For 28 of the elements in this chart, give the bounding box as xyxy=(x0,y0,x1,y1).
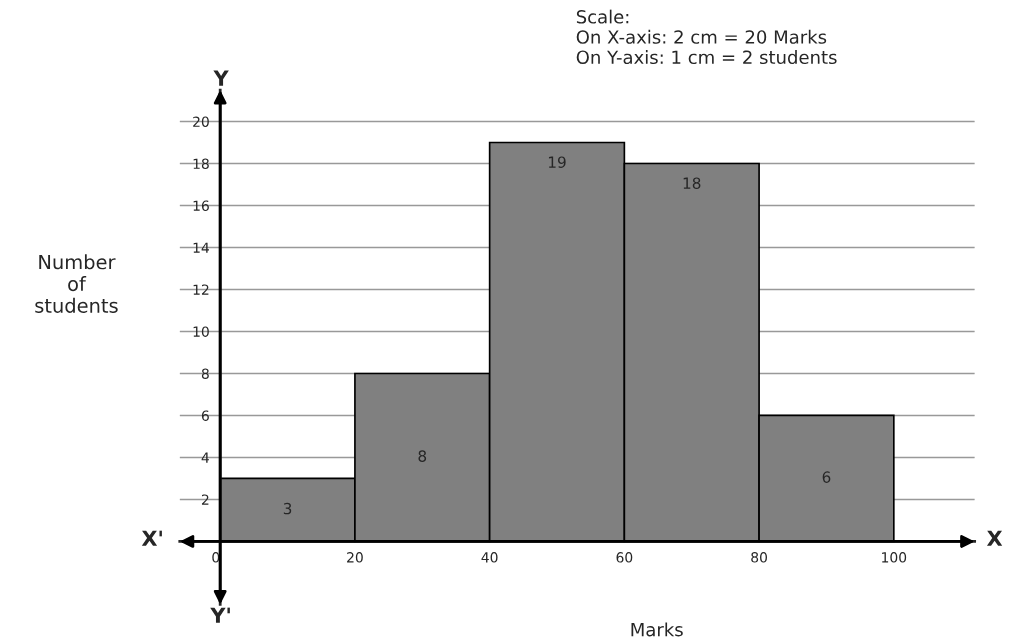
text: Scale: On X-axis: 2 cm = 20 Marks On Y-axis: 1 cm = 2 students xyxy=(576,9,837,65)
y-tick-label: 6 xyxy=(201,410,209,421)
y-tick-label: 2 xyxy=(201,494,209,505)
x-axis-title: Marks xyxy=(631,622,683,637)
y-tick-label: 18 xyxy=(193,158,209,169)
y-tick-label: 14 xyxy=(193,242,209,253)
x-tick-label: 0 xyxy=(212,552,220,563)
data-label: 18 xyxy=(683,177,701,189)
text: Y xyxy=(213,70,229,86)
y-axis-title: Number of students xyxy=(35,254,118,313)
y-tick-label: 20 xyxy=(193,116,209,127)
x-tick-label: 60 xyxy=(616,552,633,563)
y-tick-label: 8 xyxy=(201,368,209,379)
x-tick-label: 80 xyxy=(751,552,768,563)
text: X xyxy=(986,530,1003,546)
y-tick-label: 4 xyxy=(201,452,209,463)
x-tick-label: 100 xyxy=(882,552,907,563)
text: Y' xyxy=(210,607,230,623)
data-label: 8 xyxy=(418,450,427,462)
data-label: 3 xyxy=(283,502,292,515)
x-tick-label: 40 xyxy=(481,552,498,563)
text: X' xyxy=(141,530,162,546)
y-tick-label: 16 xyxy=(193,200,209,211)
y-tick-label: 12 xyxy=(193,284,209,295)
data-label: 19 xyxy=(548,156,566,168)
x-tick-label: 20 xyxy=(347,552,363,563)
data-label: 6 xyxy=(822,471,831,483)
y-tick-label: 10 xyxy=(193,326,209,337)
